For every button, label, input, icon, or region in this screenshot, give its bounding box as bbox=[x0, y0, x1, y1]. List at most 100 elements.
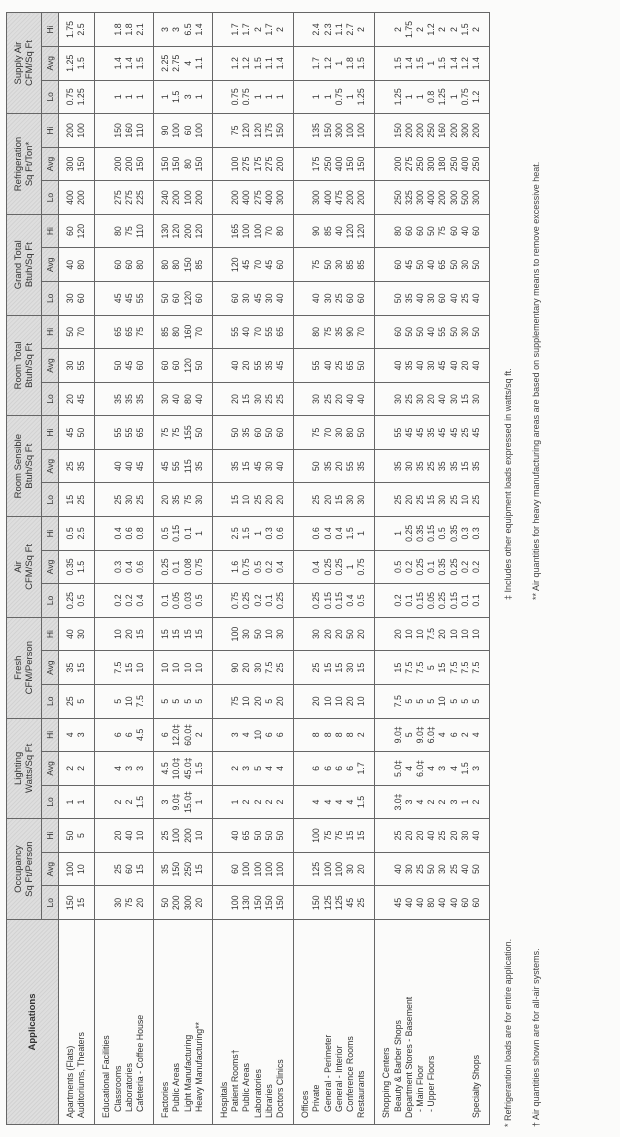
value-cell: 0.75 bbox=[241, 550, 253, 584]
group-title: Grand Total bbox=[13, 240, 24, 290]
group-header: Refrigeration Sq Ft/Ton* bbox=[6, 113, 42, 215]
value-cell: 80 bbox=[112, 214, 124, 248]
group-unit: CFM/Sq Ft bbox=[24, 40, 35, 87]
group-title: Air bbox=[13, 561, 24, 573]
value-cell: 10 bbox=[403, 617, 416, 651]
value-cell: 50 bbox=[415, 315, 427, 349]
value-cell: 3 bbox=[437, 751, 449, 786]
value-cell: 0.08 bbox=[182, 550, 194, 584]
value-cell: 100 bbox=[275, 852, 294, 886]
value-cell: 155 bbox=[182, 415, 194, 450]
value-cell: 1.8 bbox=[112, 12, 124, 47]
value-cell bbox=[94, 348, 113, 383]
value-cell: 1 bbox=[311, 80, 323, 114]
value-cell: 10 bbox=[322, 684, 334, 719]
value-cell: 300 bbox=[471, 180, 490, 215]
value-cell: 0.15 bbox=[322, 583, 334, 618]
value-cell: 40 bbox=[112, 449, 124, 483]
value-cell: 35 bbox=[403, 348, 416, 383]
value-cell: 6.0‡ bbox=[415, 751, 427, 786]
value-cell: 25 bbox=[471, 482, 490, 517]
value-cell: 0.5 bbox=[76, 583, 95, 618]
value-cell: 30 bbox=[252, 382, 264, 416]
value-cell: 10 bbox=[263, 617, 276, 651]
value-cell: 1.4 bbox=[112, 46, 124, 81]
table-row: General - Interior 125 100 75 4 6 8 10 15 20 0.15 0… bbox=[333, 12, 346, 1125]
value-cell: 40 bbox=[58, 247, 77, 282]
value-cell: 35 bbox=[415, 449, 427, 483]
value-cell: 1.25 bbox=[356, 80, 375, 114]
table-row: - Upper Floors 80 50 40 2 4 6.0‡ 5 5 7.5 0.05 0.1 0.… bbox=[426, 12, 438, 1125]
value-cell: 200 bbox=[171, 180, 183, 215]
value-cell: 50 bbox=[448, 247, 460, 282]
value-cell: 40 bbox=[448, 281, 460, 316]
value-cell bbox=[374, 214, 393, 248]
value-cell: 1.5 bbox=[135, 785, 154, 819]
value-cell bbox=[374, 113, 393, 148]
value-cell: 30 bbox=[345, 482, 357, 517]
value-cell: 30 bbox=[356, 482, 375, 517]
value-cell: 25 bbox=[112, 482, 124, 517]
value-cell: 30 bbox=[392, 382, 404, 416]
group-unit: Btuh/Sq Ft bbox=[24, 343, 35, 388]
value-cell: 3 bbox=[123, 751, 136, 786]
value-cell: 200 bbox=[58, 113, 77, 148]
value-cell bbox=[374, 785, 393, 819]
application-label: Private bbox=[311, 919, 323, 1125]
value-cell: 120 bbox=[182, 281, 194, 316]
value-cell: 1.5 bbox=[76, 46, 95, 81]
table-row: Classrooms 30 25 20 2 4 6 5 7.5 10 0.2 0.3 0.4 25 40 55… bbox=[112, 12, 124, 1125]
value-cell: 1.7 bbox=[263, 12, 276, 47]
value-cell: 40 bbox=[230, 818, 242, 853]
value-cell: 200 bbox=[471, 113, 490, 148]
value-cell: 1 bbox=[76, 785, 95, 819]
value-cell bbox=[293, 617, 312, 651]
value-cell: 60 bbox=[123, 852, 136, 886]
value-cell: 0.1 bbox=[459, 583, 472, 618]
value-cell: 0.5 bbox=[356, 583, 375, 618]
value-cell: 60 bbox=[471, 885, 490, 920]
value-cell: 250 bbox=[448, 147, 460, 181]
value-cell: 40 bbox=[392, 852, 404, 886]
sub-header-lo: Lo bbox=[41, 885, 59, 920]
value-cell: 15 bbox=[153, 617, 172, 651]
value-cell: 4 bbox=[448, 751, 460, 786]
value-cell: 20 bbox=[275, 684, 294, 719]
value-cell: 5 bbox=[403, 718, 416, 752]
value-cell: 70 bbox=[263, 214, 276, 248]
value-cell: 250 bbox=[415, 147, 427, 181]
value-cell: 20 bbox=[356, 852, 375, 886]
value-cell: 2 bbox=[112, 785, 124, 819]
group-header: Room Sensible Btuh/Sq Ft bbox=[6, 415, 42, 517]
value-cell: 40 bbox=[459, 214, 472, 248]
value-cell: 30 bbox=[275, 617, 294, 651]
value-cell: 40 bbox=[437, 885, 449, 920]
value-cell: 100 bbox=[356, 113, 375, 148]
value-cell: 10 bbox=[252, 718, 264, 752]
value-cell: 1.5 bbox=[459, 12, 472, 47]
value-cell: 7.5 bbox=[403, 650, 416, 685]
value-cell bbox=[94, 684, 113, 719]
value-cell: 50 bbox=[426, 214, 438, 248]
value-cell: 25 bbox=[153, 818, 172, 853]
value-cell bbox=[212, 684, 231, 719]
value-cell bbox=[293, 818, 312, 853]
value-cell: 35 bbox=[426, 415, 438, 450]
application-label: Public Areas bbox=[171, 919, 183, 1125]
value-cell: 55 bbox=[112, 415, 124, 450]
value-cell: 80 bbox=[171, 315, 183, 349]
value-cell: 400 bbox=[58, 180, 77, 215]
value-cell: 4 bbox=[311, 785, 323, 819]
value-cell: 10 bbox=[241, 482, 253, 517]
value-cell: 400 bbox=[459, 147, 472, 181]
value-cell: 0.35 bbox=[448, 516, 460, 551]
value-cell: 20 bbox=[263, 482, 276, 517]
value-cell: 6 bbox=[123, 718, 136, 752]
value-cell: 325 bbox=[403, 180, 416, 215]
value-cell: 0.1 bbox=[426, 550, 438, 584]
value-cell: 30 bbox=[311, 382, 323, 416]
value-cell: 0.3 bbox=[263, 516, 276, 551]
value-cell: 5 bbox=[76, 684, 95, 719]
value-cell: 15 bbox=[392, 650, 404, 685]
value-cell: 15 bbox=[333, 482, 346, 517]
